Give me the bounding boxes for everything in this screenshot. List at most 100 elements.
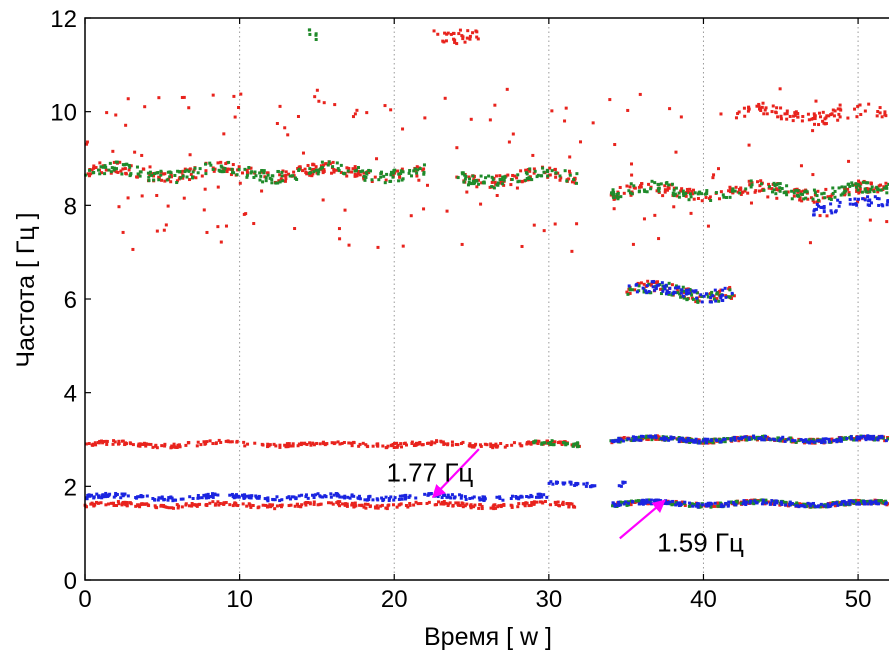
- data-point: [477, 178, 481, 182]
- y-tick-label: 12: [50, 6, 77, 33]
- data-point: [211, 93, 215, 97]
- data-point: [465, 190, 469, 194]
- data-point: [203, 442, 207, 446]
- data-point: [663, 287, 667, 291]
- data-point: [121, 439, 125, 443]
- data-point: [840, 185, 844, 189]
- data-point: [169, 180, 173, 184]
- data-point: [793, 439, 797, 443]
- data-point: [401, 127, 405, 131]
- data-point: [863, 436, 867, 440]
- data-point: [274, 181, 278, 185]
- data-point: [797, 502, 801, 506]
- data-point: [364, 443, 368, 447]
- data-point: [276, 169, 280, 173]
- data-point: [219, 160, 223, 164]
- data-point: [331, 165, 335, 169]
- data-point: [649, 187, 653, 191]
- data-point: [350, 444, 354, 448]
- data-point: [266, 171, 270, 175]
- data-point: [778, 186, 782, 190]
- data-point: [689, 211, 693, 215]
- data-point: [167, 496, 171, 500]
- data-point: [812, 112, 816, 116]
- data-point: [141, 494, 145, 498]
- data-point: [358, 497, 362, 501]
- data-point: [151, 172, 155, 176]
- data-point: [811, 199, 815, 203]
- data-point: [297, 442, 301, 446]
- data-point: [645, 291, 649, 295]
- data-point: [759, 436, 763, 440]
- data-point: [101, 441, 105, 445]
- data-point: [855, 115, 859, 119]
- data-point: [163, 444, 167, 448]
- data-point: [803, 439, 807, 443]
- data-point: [199, 443, 203, 447]
- data-point: [248, 494, 252, 498]
- data-point: [355, 108, 359, 112]
- data-point: [308, 167, 312, 171]
- data-point: [759, 498, 763, 502]
- data-point: [629, 193, 633, 197]
- data-point: [776, 182, 780, 186]
- data-point: [278, 445, 282, 449]
- data-point: [190, 502, 194, 506]
- data-point: [553, 222, 557, 226]
- data-point: [133, 150, 137, 154]
- data-point: [792, 191, 796, 195]
- data-point: [89, 172, 93, 176]
- data-point: [261, 503, 265, 507]
- data-point: [478, 443, 482, 447]
- data-point: [824, 437, 828, 441]
- data-point: [810, 117, 814, 121]
- data-point: [749, 435, 753, 439]
- data-point: [503, 445, 507, 449]
- data-point: [395, 445, 399, 449]
- data-point: [477, 182, 481, 186]
- data-point: [416, 168, 420, 172]
- data-point: [732, 294, 736, 298]
- data-point: [383, 181, 387, 185]
- data-point: [84, 505, 88, 509]
- data-point: [617, 436, 621, 440]
- data-point: [881, 188, 885, 192]
- data-point: [799, 164, 803, 168]
- data-point: [203, 187, 207, 191]
- data-point: [773, 503, 777, 507]
- data-point: [515, 186, 519, 190]
- data-point: [802, 197, 806, 201]
- data-point: [795, 501, 799, 505]
- data-point: [406, 505, 410, 509]
- data-point: [253, 170, 257, 174]
- data-point: [384, 446, 388, 450]
- data-point: [695, 291, 699, 295]
- data-point: [498, 174, 502, 178]
- data-point: [315, 441, 319, 445]
- data-point: [525, 169, 529, 173]
- data-point: [784, 190, 788, 194]
- data-point: [732, 500, 736, 504]
- data-point: [178, 445, 182, 449]
- data-point: [533, 169, 537, 173]
- data-point: [331, 160, 335, 164]
- data-point: [628, 286, 632, 290]
- data-point: [97, 441, 101, 445]
- data-point: [364, 506, 368, 510]
- data-point: [296, 114, 300, 118]
- data-point: [336, 440, 340, 444]
- data-point: [315, 88, 319, 92]
- data-point: [637, 502, 641, 506]
- data-point: [844, 501, 848, 505]
- data-point: [370, 179, 374, 183]
- data-point: [711, 504, 715, 508]
- data-point: [842, 499, 846, 503]
- data-point: [550, 439, 554, 443]
- data-point: [429, 443, 433, 447]
- data-point: [653, 288, 657, 292]
- data-point: [724, 196, 728, 200]
- data-point: [268, 176, 272, 180]
- data-point: [770, 110, 774, 114]
- data-point: [210, 494, 214, 498]
- data-point: [495, 193, 499, 197]
